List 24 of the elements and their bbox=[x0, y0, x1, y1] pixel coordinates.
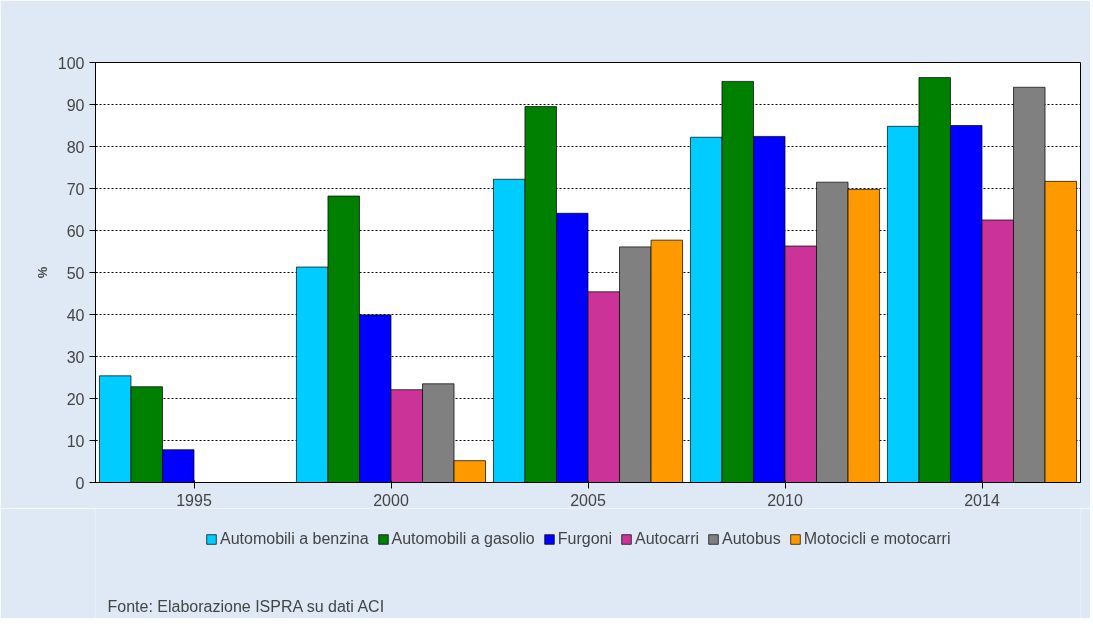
y-tick-label: 40 bbox=[66, 306, 85, 324]
x-tick-label: 2005 bbox=[570, 491, 606, 509]
y-tick-label: 0 bbox=[75, 474, 85, 492]
legend-label: Automobili a benzina bbox=[220, 530, 369, 548]
legend-label: Autobus bbox=[722, 530, 781, 548]
legend-label: Motocicli e motocarri bbox=[803, 530, 951, 548]
x-tick-label: 2000 bbox=[373, 491, 409, 509]
y-tick-label: 80 bbox=[66, 138, 85, 156]
y-tick-label: 70 bbox=[66, 180, 85, 198]
y-tick-label: 100 bbox=[57, 54, 85, 72]
y-axis-title: % bbox=[34, 266, 50, 279]
legend-label: Autocarri bbox=[635, 530, 700, 548]
y-tick-label: 60 bbox=[66, 222, 85, 240]
legend-label: Furgoni bbox=[557, 530, 612, 548]
y-tick-label: 10 bbox=[66, 432, 85, 450]
source-note: Fonte: Elaborazione ISPRA su dati ACI bbox=[107, 597, 385, 615]
x-tick-label: 1995 bbox=[176, 491, 212, 509]
y-tick-label: 20 bbox=[66, 390, 85, 408]
y-tick-label: 30 bbox=[66, 348, 85, 366]
x-tick-label: 2010 bbox=[767, 491, 803, 509]
y-tick-label: 50 bbox=[66, 264, 85, 282]
legend-label: Automobili a gasolio bbox=[391, 530, 535, 548]
x-tick-label: 2014 bbox=[964, 491, 1000, 509]
y-tick-label: 90 bbox=[66, 96, 85, 114]
